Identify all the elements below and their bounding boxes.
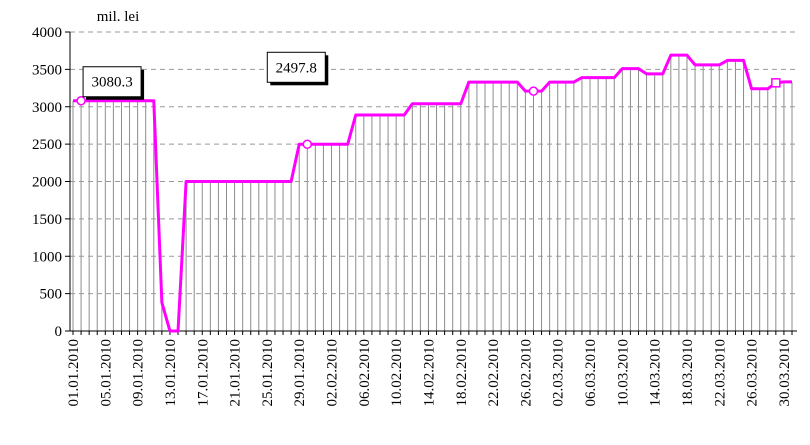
y-tick-label: 3000 [32,100,62,116]
x-tick-label: 22.02.2010 [486,339,502,407]
y-tick-label: 2500 [32,137,62,153]
marker [302,139,313,150]
y-tick-label: 1000 [32,249,62,265]
y-tick-label: 2000 [32,175,62,191]
y-tick-label: 4000 [32,25,62,41]
data-label: 3080.3 [91,75,132,91]
y-axis-label: mil. lei [97,9,140,25]
label-box [82,66,142,98]
x-tick-label: 21.01.2010 [228,339,244,407]
x-tick-label: 10.02.2010 [389,339,405,407]
y-tick-label: 0 [55,324,63,340]
x-tick-label: 26.03.2010 [745,339,761,407]
x-tick-label: 22.03.2010 [712,339,728,407]
x-tick-label: 05.01.2010 [98,339,114,407]
x-tick-label: 18.02.2010 [454,339,470,407]
label-box [266,51,326,83]
x-tick-label: 09.01.2010 [131,339,147,407]
x-tick-label: 29.01.2010 [292,339,308,407]
x-tick-label: 10.03.2010 [615,339,631,407]
x-tick-label: 26.02.2010 [518,339,534,407]
x-tick-label: 14.02.2010 [421,339,437,407]
marker [771,78,781,88]
x-tick-label: 14.03.2010 [648,339,664,407]
x-tick-label: 13.01.2010 [163,339,179,407]
x-tick-label: 02.03.2010 [551,339,567,407]
x-tick-label: 01.01.2010 [66,339,82,407]
x-tick-label: 25.01.2010 [260,339,276,407]
marker [76,95,86,106]
data-label: 2497.8 [276,60,317,76]
marker [528,86,539,96]
series-line [73,53,792,333]
x-tick-label: 06.03.2010 [583,339,599,407]
x-tick-label: 17.01.2010 [195,339,211,407]
y-tick-label: 500 [40,287,63,303]
x-tick-label: 30.03.2010 [777,339,793,407]
y-tick-label: 3500 [32,62,62,78]
x-tick-label: 18.03.2010 [680,339,696,407]
y-tick-label: 1500 [32,212,62,228]
x-tick-label: 02.02.2010 [325,339,341,407]
x-tick-label: 06.02.2010 [357,339,373,407]
